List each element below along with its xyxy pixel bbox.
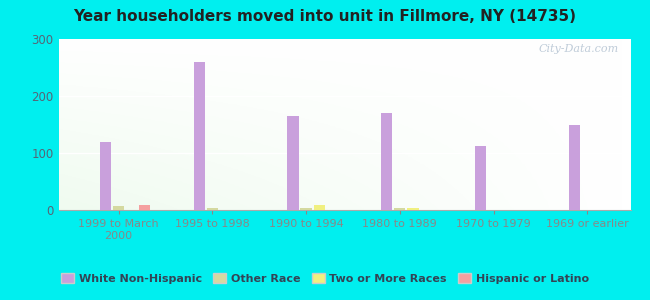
- Legend: White Non-Hispanic, Other Race, Two or More Races, Hispanic or Latino: White Non-Hispanic, Other Race, Two or M…: [57, 269, 593, 288]
- Bar: [313, 206, 325, 210]
- Bar: [475, 146, 486, 210]
- Bar: [300, 208, 312, 210]
- Bar: [287, 116, 298, 210]
- Bar: [194, 62, 205, 210]
- Bar: [99, 142, 111, 210]
- Bar: [394, 208, 406, 210]
- Bar: [381, 113, 393, 210]
- Bar: [569, 124, 580, 210]
- Bar: [408, 208, 419, 210]
- Text: City-Data.com: City-Data.com: [539, 44, 619, 54]
- Bar: [207, 208, 218, 210]
- Bar: [139, 206, 150, 210]
- Bar: [113, 206, 124, 210]
- Text: Year householders moved into unit in Fillmore, NY (14735): Year householders moved into unit in Fil…: [73, 9, 577, 24]
